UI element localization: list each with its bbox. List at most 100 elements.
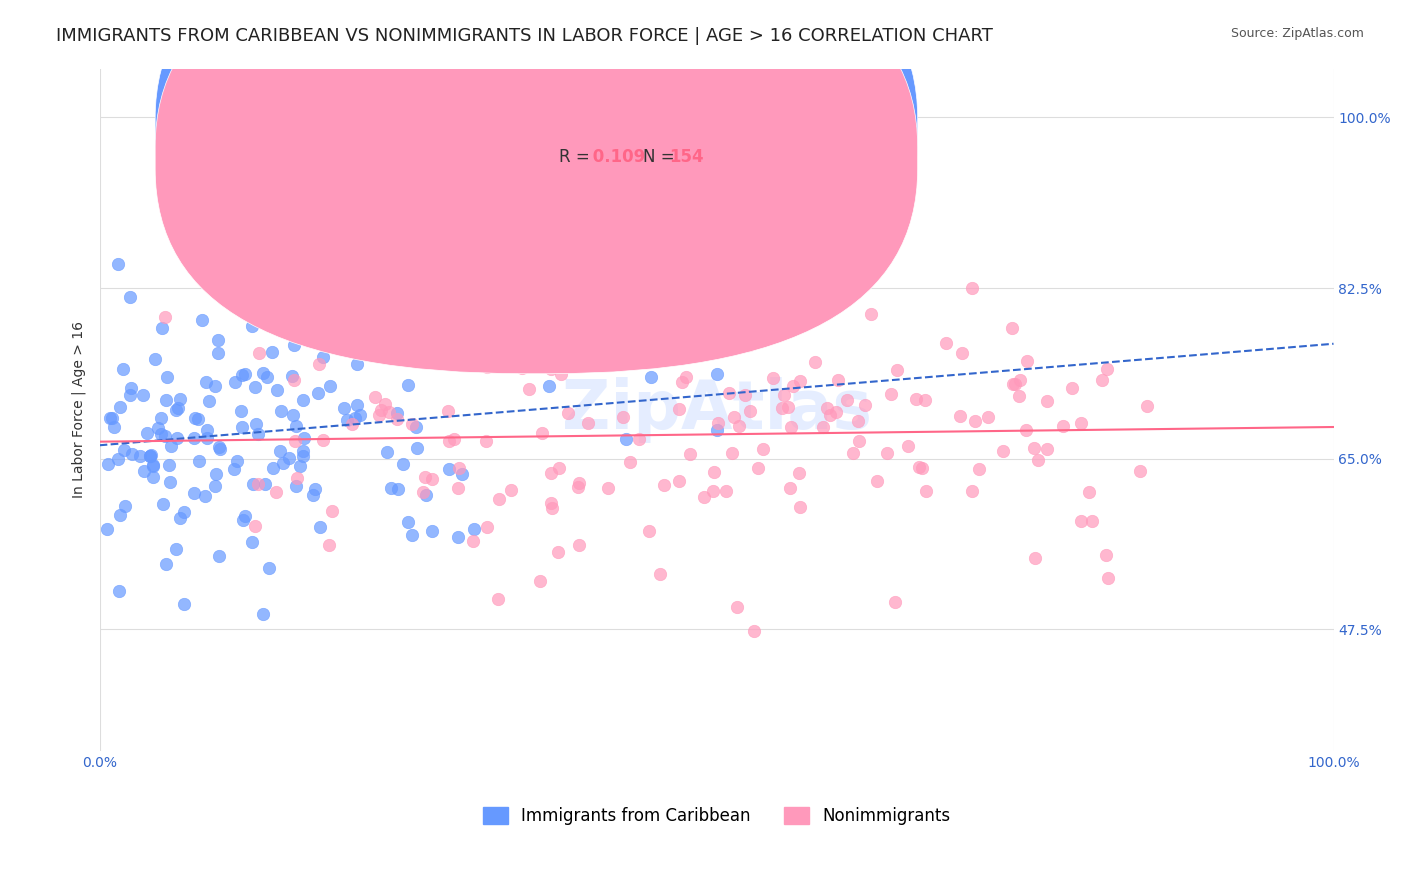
Immigrants from Caribbean bbox=[292, 392, 315, 407]
Nonimmigrants bbox=[884, 595, 907, 609]
Immigrants from Caribbean bbox=[304, 482, 326, 496]
Immigrants from Caribbean bbox=[208, 549, 231, 563]
Nonimmigrants bbox=[557, 406, 579, 420]
Immigrants from Caribbean bbox=[153, 429, 176, 443]
Nonimmigrants bbox=[499, 483, 522, 497]
Immigrants from Caribbean bbox=[97, 457, 120, 471]
Legend: Immigrants from Caribbean, Nonimmigrants: Immigrants from Caribbean, Nonimmigrants bbox=[477, 801, 957, 832]
Nonimmigrants bbox=[737, 338, 759, 352]
Immigrants from Caribbean bbox=[169, 511, 191, 525]
Nonimmigrants bbox=[789, 500, 811, 515]
Nonimmigrants bbox=[488, 491, 510, 506]
Nonimmigrants bbox=[530, 425, 553, 440]
Nonimmigrants bbox=[668, 474, 690, 488]
Nonimmigrants bbox=[377, 405, 399, 419]
Immigrants from Caribbean bbox=[173, 597, 195, 611]
Nonimmigrants bbox=[1052, 418, 1074, 433]
Immigrants from Caribbean bbox=[229, 404, 252, 418]
Nonimmigrants bbox=[652, 477, 675, 491]
FancyBboxPatch shape bbox=[155, 0, 918, 345]
Nonimmigrants bbox=[703, 465, 725, 479]
Nonimmigrants bbox=[612, 410, 634, 425]
Nonimmigrants bbox=[848, 414, 870, 428]
Nonimmigrants bbox=[619, 455, 641, 469]
Nonimmigrants bbox=[243, 519, 266, 533]
Immigrants from Caribbean bbox=[245, 417, 267, 432]
Immigrants from Caribbean bbox=[103, 420, 125, 434]
Text: -0.134: -0.134 bbox=[588, 120, 647, 137]
Nonimmigrants bbox=[463, 534, 485, 549]
Nonimmigrants bbox=[1010, 373, 1032, 387]
Nonimmigrants bbox=[751, 442, 773, 457]
Nonimmigrants bbox=[853, 399, 876, 413]
Nonimmigrants bbox=[568, 475, 591, 490]
Nonimmigrants bbox=[340, 417, 363, 431]
Nonimmigrants bbox=[738, 288, 761, 302]
Immigrants from Caribbean bbox=[156, 370, 179, 384]
Nonimmigrants bbox=[1091, 373, 1114, 387]
Immigrants from Caribbean bbox=[183, 410, 205, 425]
Nonimmigrants bbox=[510, 360, 533, 375]
Immigrants from Caribbean bbox=[129, 449, 152, 463]
Immigrants from Caribbean bbox=[243, 309, 266, 323]
Nonimmigrants bbox=[1035, 393, 1057, 408]
Nonimmigrants bbox=[264, 484, 287, 499]
Immigrants from Caribbean bbox=[328, 315, 350, 329]
Nonimmigrants bbox=[524, 283, 547, 297]
Immigrants from Caribbean bbox=[290, 459, 312, 474]
Immigrants from Caribbean bbox=[651, 266, 673, 280]
Nonimmigrants bbox=[475, 359, 498, 374]
Nonimmigrants bbox=[915, 484, 938, 499]
Nonimmigrants bbox=[1004, 376, 1026, 391]
Immigrants from Caribbean bbox=[256, 294, 278, 309]
Immigrants from Caribbean bbox=[207, 334, 229, 348]
Immigrants from Caribbean bbox=[96, 522, 118, 536]
Immigrants from Caribbean bbox=[664, 301, 686, 316]
Nonimmigrants bbox=[433, 289, 456, 303]
Nonimmigrants bbox=[1001, 321, 1024, 335]
Nonimmigrants bbox=[950, 346, 973, 360]
Immigrants from Caribbean bbox=[159, 439, 181, 453]
Nonimmigrants bbox=[1062, 380, 1084, 394]
Nonimmigrants bbox=[993, 444, 1015, 458]
Nonimmigrants bbox=[908, 460, 931, 475]
Immigrants from Caribbean bbox=[101, 411, 124, 425]
Immigrants from Caribbean bbox=[149, 426, 172, 441]
Immigrants from Caribbean bbox=[136, 426, 159, 441]
Nonimmigrants bbox=[747, 461, 769, 475]
Immigrants from Caribbean bbox=[343, 411, 366, 425]
Immigrants from Caribbean bbox=[332, 401, 354, 415]
Nonimmigrants bbox=[285, 471, 308, 485]
Immigrants from Caribbean bbox=[280, 369, 302, 384]
Immigrants from Caribbean bbox=[396, 515, 419, 529]
Nonimmigrants bbox=[770, 401, 793, 415]
Immigrants from Caribbean bbox=[187, 453, 209, 467]
Nonimmigrants bbox=[578, 416, 600, 430]
Text: R =: R = bbox=[558, 148, 595, 166]
Immigrants from Caribbean bbox=[281, 408, 304, 422]
Immigrants from Caribbean bbox=[157, 458, 180, 472]
Immigrants from Caribbean bbox=[432, 335, 454, 350]
Immigrants from Caribbean bbox=[204, 479, 226, 493]
Immigrants from Caribbean bbox=[232, 513, 254, 527]
Immigrants from Caribbean bbox=[257, 561, 280, 575]
Nonimmigrants bbox=[1129, 464, 1152, 478]
Nonimmigrants bbox=[815, 401, 838, 416]
FancyBboxPatch shape bbox=[155, 0, 918, 374]
Nonimmigrants bbox=[725, 600, 748, 615]
Immigrants from Caribbean bbox=[252, 607, 274, 621]
Immigrants from Caribbean bbox=[387, 482, 409, 496]
Immigrants from Caribbean bbox=[114, 500, 136, 514]
Immigrants from Caribbean bbox=[143, 352, 166, 367]
Immigrants from Caribbean bbox=[285, 479, 308, 493]
Immigrants from Caribbean bbox=[142, 458, 165, 473]
Nonimmigrants bbox=[914, 393, 936, 408]
Nonimmigrants bbox=[859, 308, 882, 322]
Nonimmigrants bbox=[1070, 515, 1092, 529]
Immigrants from Caribbean bbox=[706, 368, 728, 382]
Nonimmigrants bbox=[1078, 485, 1101, 500]
Nonimmigrants bbox=[447, 461, 470, 475]
Nonimmigrants bbox=[823, 217, 845, 231]
Immigrants from Caribbean bbox=[235, 368, 257, 382]
Immigrants from Caribbean bbox=[150, 410, 173, 425]
